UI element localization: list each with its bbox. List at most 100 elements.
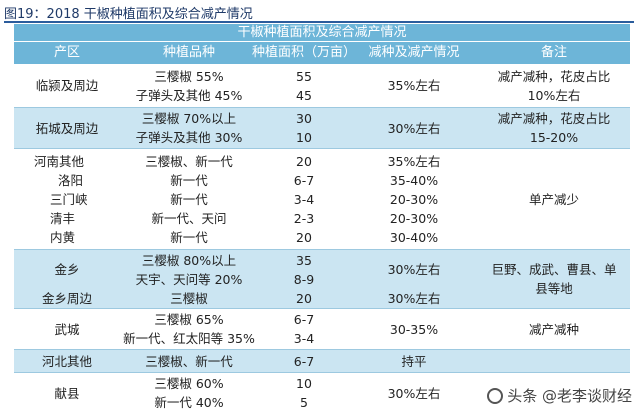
area-line: 55: [296, 68, 312, 84]
region-line: 内黄: [50, 229, 76, 245]
reduction-line: 35-40%: [389, 172, 439, 188]
note-line: 巨野、成武、曹县、单: [491, 262, 617, 277]
region-line: 清丰: [50, 210, 76, 226]
area-cell: 10 5: [258, 373, 350, 413]
note-line: 减产减种，花皮占比: [497, 111, 611, 126]
area-cell: 55 45: [258, 64, 350, 107]
note-cell: [478, 350, 630, 372]
area-cell: 30 10: [258, 108, 350, 148]
watermark: 头条 @老李谈财经: [487, 385, 632, 406]
region-cell: 金乡周边: [41, 291, 92, 306]
area-cell: 35 8-9: [258, 250, 350, 289]
region-cell: 献县: [54, 385, 80, 401]
variety-cell: 三樱椒、新一代: [145, 353, 233, 369]
area-line: 3-4: [293, 191, 315, 207]
area-cell: 20 6-7 3-4 2-3 20: [258, 149, 350, 249]
reduction-cell: 持平: [401, 353, 427, 369]
variety-line: 天宇、天问等 20%: [135, 271, 243, 287]
reduction-cell: 30-35%: [389, 321, 439, 337]
variety-line: 新一代、天问: [151, 210, 227, 226]
region-cell: 河南其他 洛阳 三门峡 清丰 内黄: [14, 149, 120, 249]
area-line: 20: [296, 153, 312, 169]
variety-line: 三樱椒、新一代: [145, 153, 233, 169]
table-row: 献县 三樱椒 60% 新一代 40% 10 5 30%左右: [14, 373, 630, 413]
note-cell: 巨野、成武、曹县、单 县等地: [478, 250, 630, 308]
yield-table: 干椒种植面积及综合减产情况 产区 种植品种 种植面积（万亩） 减种及减产情况 备…: [14, 24, 630, 413]
reduction-line: 20-30%: [389, 210, 439, 226]
header-note: 备注: [540, 45, 567, 60]
region-cell: 武城: [54, 321, 80, 337]
variety-line: 子弹头及其他 45%: [135, 87, 243, 103]
header-region: 产区: [53, 45, 80, 60]
note-line: 减产减种，花皮占比: [497, 68, 611, 84]
figure-title-rule: [4, 21, 634, 23]
figure-title: 图19：2018 干椒种植面积及综合减产情况: [4, 7, 253, 22]
area-line: 30: [296, 111, 312, 126]
table-row: 河北其他 三樱椒、新一代 6-7 持平: [14, 350, 630, 373]
variety-cell: 三樱椒: [170, 291, 208, 306]
variety-line: 新一代、红太阳等 35%: [123, 331, 255, 346]
area-cell: 20: [296, 291, 312, 306]
table-row-group: 金乡 三樱椒 80%以上 天宇、天问等 20% 35 8-9 30%左右 金乡周…: [14, 250, 630, 309]
table-row: 金乡 三樱椒 80%以上 天宇、天问等 20% 35 8-9 30%左右: [14, 250, 478, 289]
header-reduction: 减种及减产情况: [368, 45, 460, 60]
area-line: 35: [296, 252, 312, 268]
note-cell: 减产减种，花皮占比 15-20%: [478, 108, 630, 148]
area-line: 3-4: [293, 331, 315, 346]
area-line: 45: [296, 87, 312, 103]
note-cell: 减产减种: [528, 321, 579, 337]
reduction-line: 30-40%: [389, 229, 439, 245]
reduction-cell: 30%左右: [387, 120, 441, 136]
area-line: 6-7: [293, 312, 315, 327]
watermark-text: 头条 @老李谈财经: [507, 387, 632, 405]
variety-line: 三樱椒 55%: [154, 68, 224, 84]
reduction-cell: 30%左右: [387, 385, 441, 401]
region-line: 河南其他: [34, 153, 85, 169]
table-row: 拓城及周边 三樱椒 70%以上 子弹头及其他 30% 30 10 30%左右 减…: [14, 108, 630, 149]
table-title-row: 干椒种植面积及综合减产情况: [14, 24, 630, 42]
note-line: 15-20%: [529, 130, 579, 145]
wechat-logo-icon: [487, 387, 504, 404]
note-line: 县等地: [535, 281, 573, 296]
table-row: 武城 三樱椒 65% 新一代、红太阳等 35% 6-7 3-4 30-35% 减…: [14, 309, 630, 350]
variety-cell: 三樱椒 55% 子弹头及其他 45%: [120, 64, 258, 107]
variety-line: 三樱椒 60%: [154, 376, 224, 391]
region-line: 洛阳: [58, 172, 84, 188]
note-cell: 单产减少: [528, 191, 579, 207]
variety-cell: 三樱椒、新一代 新一代 新一代 新一代、天问 新一代: [120, 149, 258, 249]
header-area: 种植面积（万亩）: [252, 45, 357, 60]
area-line: 8-9: [293, 271, 315, 287]
region-line: 三门峡: [50, 191, 88, 207]
reduction-line: 35%左右: [387, 153, 441, 169]
area-line: 10: [296, 376, 312, 391]
reduction-cell: 35%左右 35-40% 20-30% 20-30% 30-40%: [350, 149, 478, 249]
variety-line: 新一代 40%: [154, 395, 224, 410]
area-line: 20: [296, 229, 312, 245]
table-title: 干椒种植面积及综合减产情况: [237, 25, 407, 40]
jinxiang-rows: 金乡 三樱椒 80%以上 天宇、天问等 20% 35 8-9 30%左右 金乡周…: [14, 250, 478, 308]
variety-line: 新一代: [170, 229, 208, 245]
area-line: 2-3: [293, 210, 315, 226]
area-line: 5: [300, 395, 308, 410]
variety-cell: 三樱椒 65% 新一代、红太阳等 35%: [120, 309, 258, 349]
header-variety: 种植品种: [162, 45, 215, 60]
area-line: 6-7: [293, 172, 315, 188]
area-line: 10: [296, 130, 312, 145]
area-cell: 6-7 3-4: [258, 309, 350, 349]
variety-cell: 三樱椒 80%以上 天宇、天问等 20%: [120, 250, 258, 289]
note-cell: 减产减种，花皮占比 10%左右: [478, 64, 630, 107]
table-row: 金乡周边 三樱椒 20 30%左右: [14, 289, 478, 308]
reduction-cell: 30%左右: [387, 262, 441, 277]
variety-line: 新一代: [170, 172, 208, 188]
table-header-row: 产区 种植品种 种植面积（万亩） 减种及减产情况 备注: [14, 42, 630, 64]
variety-line: 三樱椒 80%以上: [141, 252, 237, 268]
reduction-cell: 35%左右: [387, 78, 441, 93]
region-cell: 临颍及周边: [35, 78, 99, 93]
region-cell: 河北其他: [41, 353, 92, 369]
variety-cell: 三樱椒 70%以上 子弹头及其他 30%: [120, 108, 258, 148]
note-line: 10%左右: [527, 87, 581, 103]
reduction-cell: 30%左右: [387, 291, 441, 306]
area-cell: 6-7: [293, 353, 315, 369]
variety-line: 三樱椒 70%以上: [141, 111, 237, 126]
variety-cell: 三樱椒 60% 新一代 40%: [120, 373, 258, 413]
